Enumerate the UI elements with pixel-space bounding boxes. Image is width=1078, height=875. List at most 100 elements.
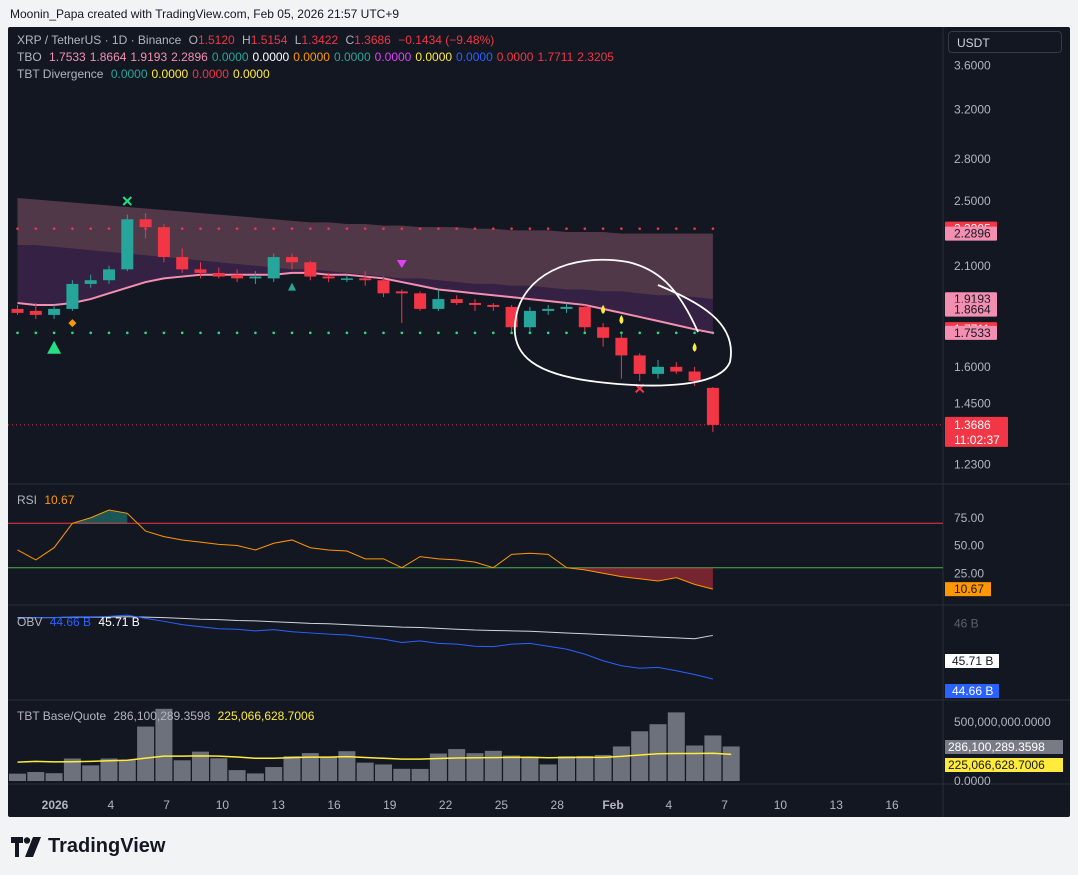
- close-label: C: [345, 33, 355, 47]
- candle-body: [652, 366, 664, 374]
- obv-ma-value: 45.71 B: [98, 615, 140, 629]
- bq-bar: [155, 708, 173, 781]
- candle-body: [194, 269, 207, 273]
- chart-canvas[interactable]: 3.6000 3.2000 2.8000 2.5000 2.1000 1.6000 1.45…: [8, 27, 1070, 817]
- tbo-value-9: 0.0000: [415, 50, 453, 64]
- dotted-upper-dot: [52, 227, 56, 230]
- dotted-lower-dot: [675, 331, 678, 335]
- candle-body: [487, 304, 500, 307]
- dotted-lower-dot: [418, 331, 422, 335]
- base-quote-ma-value: 225,066,628.7006: [217, 709, 315, 723]
- symbol-label[interactable]: XRP / TetherUS · 1D · Binance: [17, 33, 182, 47]
- dotted-lower-dot: [363, 331, 367, 335]
- dotted-lower-dot: [144, 331, 147, 335]
- rsi-tick-2: 25.00: [954, 566, 984, 580]
- tbo-value-0: 1.7533: [49, 50, 86, 64]
- x-tick-0: 2026: [42, 798, 69, 812]
- x-tick-8: 25: [495, 798, 509, 812]
- candle-body: [597, 327, 610, 338]
- open-label: O: [188, 33, 198, 47]
- bq-bar: [45, 773, 63, 781]
- low-value: 1.3422: [301, 33, 339, 47]
- base-quote-value: 286,100,289.3598: [113, 709, 211, 723]
- price-label-box: [945, 325, 997, 340]
- dotted-upper-dot: [455, 227, 459, 230]
- dotted-lower-dot: [52, 331, 56, 335]
- dotted-upper-dot: [199, 227, 202, 230]
- dotted-lower-dot: [656, 331, 660, 335]
- rsi-legend: RSI 10.67: [17, 493, 78, 507]
- dotted-lower-dot: [565, 331, 568, 335]
- dotted-lower-dot: [473, 331, 477, 335]
- dotted-upper-dot: [34, 227, 38, 230]
- candle-body: [66, 283, 79, 309]
- price-tick-4: 2.1000: [954, 259, 991, 273]
- x-tick-7: 22: [439, 798, 453, 812]
- bq-last-label: 286,100,289.3598: [948, 740, 1045, 754]
- divergence-values: 0.0000 0.0000 0.0000 0.0000: [111, 67, 274, 81]
- dotted-upper-dot: [492, 227, 495, 230]
- dotted-lower-dot: [217, 331, 221, 335]
- close-value: 1.3686: [354, 33, 391, 47]
- bq-bar: [484, 750, 502, 781]
- dotted-upper-dot: [711, 227, 715, 230]
- sell-signal-triangle: [396, 260, 407, 269]
- bq-bar: [118, 759, 136, 781]
- last-price-timer: 11:02:37: [954, 433, 1000, 447]
- candle-body: [523, 310, 536, 328]
- bq-bar: [429, 753, 447, 781]
- dotted-upper-dot: [528, 227, 532, 230]
- candle-body: [84, 280, 97, 284]
- dotted-upper-dot: [309, 227, 312, 230]
- high-label: H: [242, 33, 251, 47]
- obv-last-label: 44.66 B: [952, 684, 993, 698]
- bq-ma-last-label: 225,066,628.7006: [948, 758, 1045, 772]
- dotted-upper-dot: [601, 227, 605, 230]
- obv-line: [17, 614, 714, 680]
- dotted-upper-dot: [418, 227, 422, 230]
- hand-drawn-circle-annotation: [513, 258, 732, 387]
- divergence-value-1: 0.0000: [151, 67, 189, 81]
- base-quote-name[interactable]: TBT Base/Quote: [17, 709, 107, 723]
- price-tick-3: 2.5000: [954, 194, 991, 208]
- diamond-marker: [68, 319, 77, 328]
- footer-brand: TradingView: [11, 835, 165, 858]
- dotted-upper-dot: [71, 227, 74, 230]
- bq-tick-1: 0.0000: [954, 774, 991, 788]
- bq-bar: [503, 755, 521, 781]
- dotted-lower-dot: [199, 331, 202, 335]
- dotted-lower-dot: [382, 331, 385, 335]
- change-value: −0.1434 (−9.48%): [398, 33, 495, 47]
- obv-ma-line: [17, 616, 713, 640]
- high-value: 1.5154: [250, 33, 288, 47]
- divergence-name[interactable]: TBT Divergence: [17, 67, 104, 81]
- price-label-box: [945, 226, 997, 241]
- bq-bar: [320, 756, 338, 781]
- dotted-upper-dot: [693, 227, 696, 230]
- price-label-3: 1.8664: [954, 303, 991, 317]
- dotted-upper-dot: [180, 227, 184, 230]
- footer-brand-text: TradingView: [48, 835, 166, 857]
- x-tick-10: Feb: [602, 798, 623, 812]
- tbo-value-2: 1.9193: [130, 50, 168, 64]
- dotted-upper-dot: [235, 227, 239, 230]
- obv-name[interactable]: OBV: [17, 615, 43, 629]
- dotted-lower-dot: [272, 331, 276, 335]
- candle-body: [267, 257, 280, 279]
- candle-body: [231, 274, 244, 279]
- candle-body: [414, 293, 427, 309]
- tbo-name[interactable]: TBO: [17, 50, 42, 64]
- tbo-value-7: 0.0000: [333, 50, 371, 64]
- bq-bar: [393, 768, 411, 781]
- dotted-upper-dot: [583, 227, 587, 230]
- rsi-name[interactable]: RSI: [17, 493, 38, 507]
- rsi-tick-1: 50.00: [954, 539, 984, 553]
- divergence-legend: TBT Divergence 0.0000 0.0000 0.0000 0.0000: [17, 67, 278, 81]
- buy-signal-triangle: [47, 340, 62, 354]
- currency-button[interactable]: USDT: [948, 31, 1062, 53]
- dotted-lower-dot: [180, 331, 184, 335]
- bq-bar: [192, 751, 209, 781]
- low-label: L: [294, 33, 302, 47]
- dotted-lower-dot: [235, 331, 239, 335]
- candle-body: [359, 278, 372, 281]
